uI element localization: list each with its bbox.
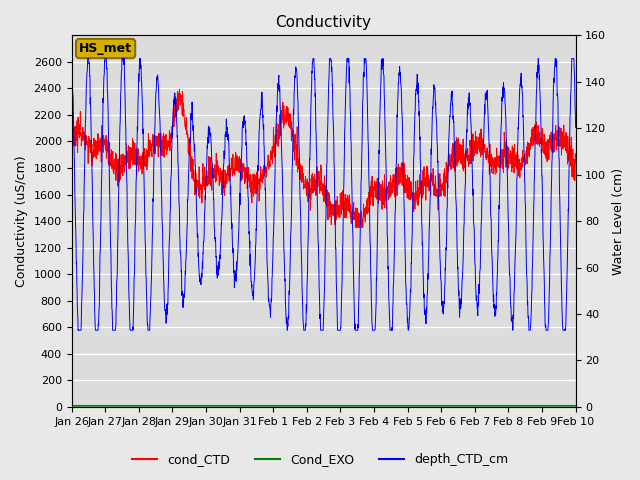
- Legend: cond_CTD, Cond_EXO, depth_CTD_cm: cond_CTD, Cond_EXO, depth_CTD_cm: [127, 448, 513, 471]
- Title: Conductivity: Conductivity: [276, 15, 372, 30]
- Y-axis label: Conductivity (uS/cm): Conductivity (uS/cm): [15, 156, 28, 287]
- Y-axis label: Water Level (cm): Water Level (cm): [612, 168, 625, 275]
- Text: HS_met: HS_met: [79, 42, 132, 55]
